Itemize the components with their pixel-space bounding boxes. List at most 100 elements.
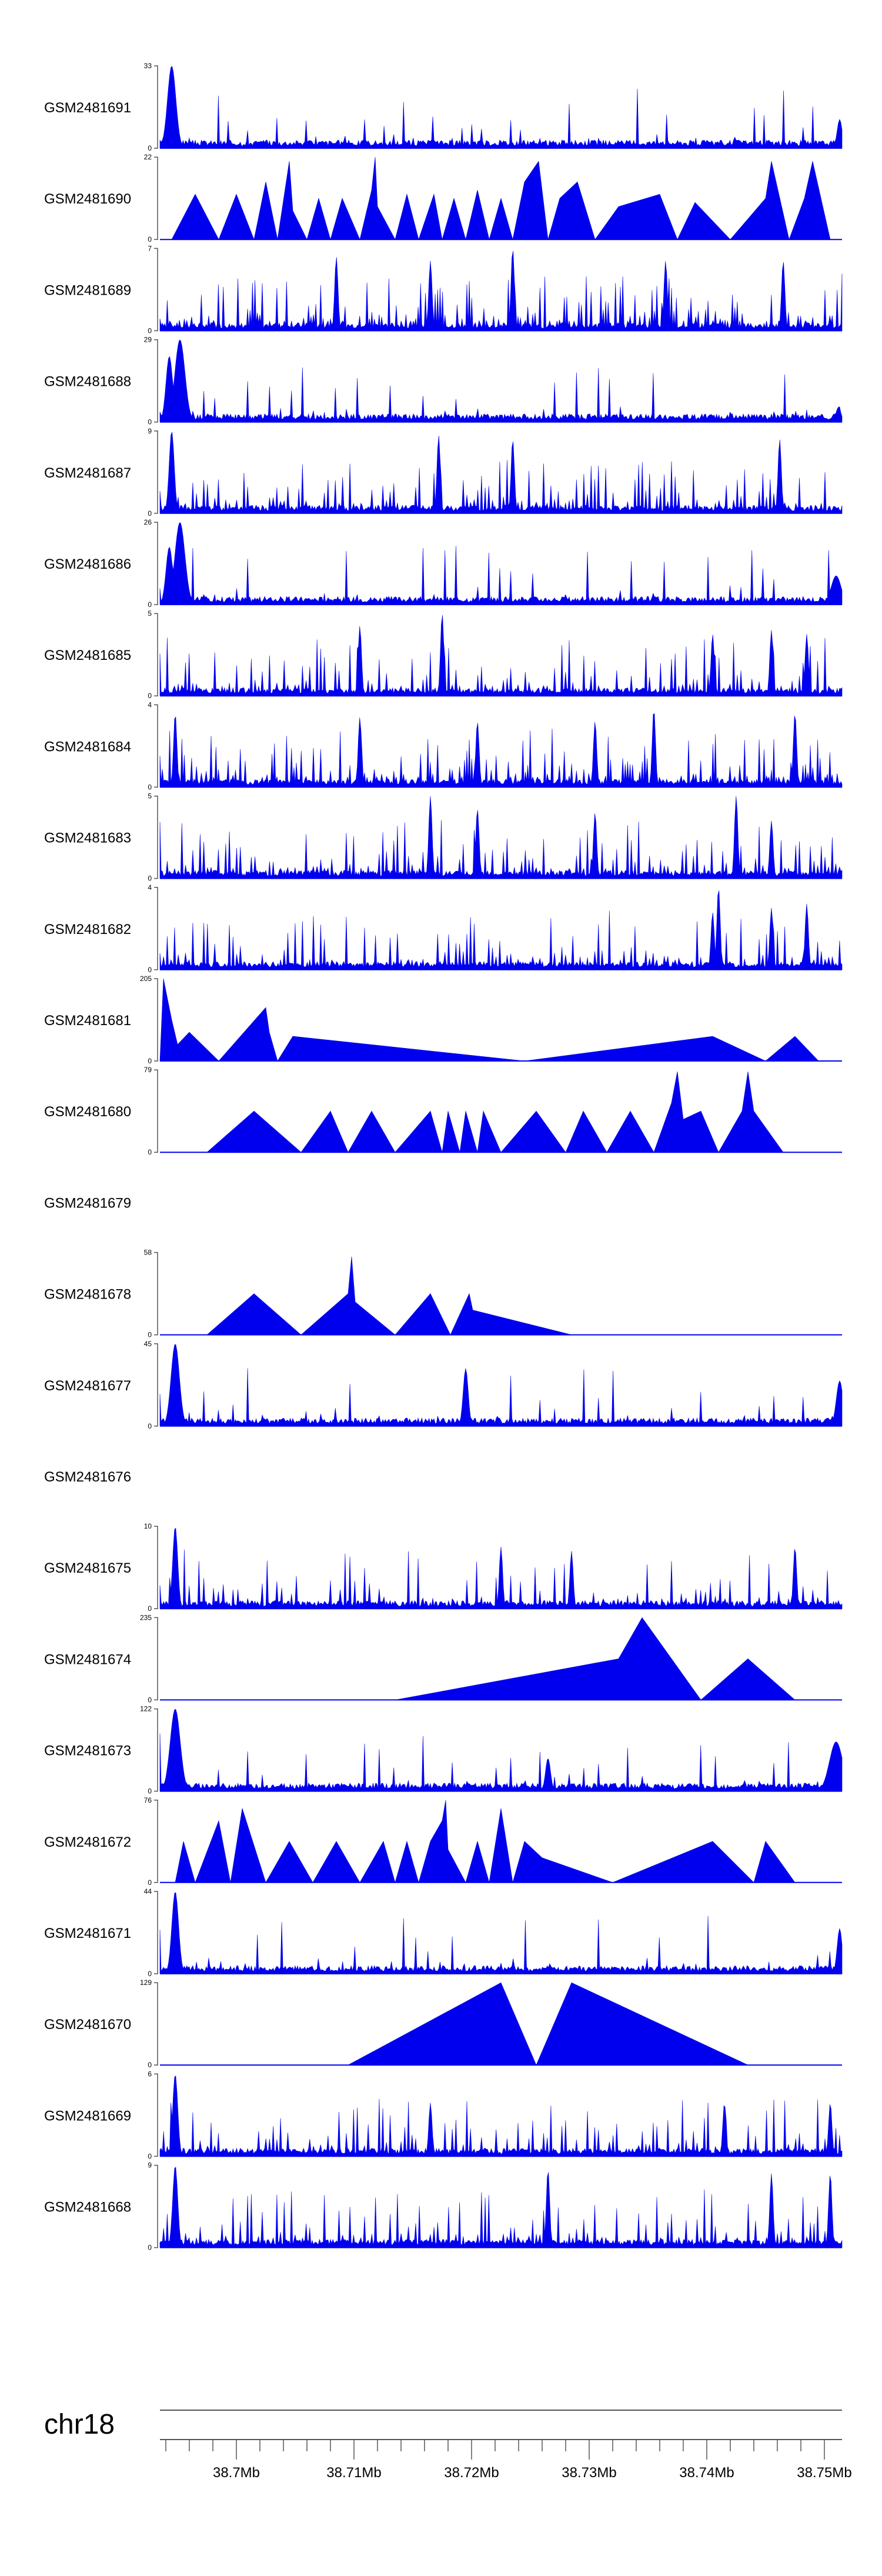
coverage-area bbox=[175, 1800, 796, 1883]
y-max-label: 205 bbox=[140, 975, 152, 983]
y-axis-bracket bbox=[154, 2073, 158, 2157]
y-min-label: 0 bbox=[148, 235, 152, 243]
tick-label: 38.72Mb bbox=[444, 2465, 499, 2481]
coverage-area bbox=[395, 1617, 796, 1700]
y-max-label: 58 bbox=[144, 1249, 152, 1257]
y-min-label: 0 bbox=[148, 1422, 152, 1430]
track-label: GSM2481678 bbox=[44, 1287, 131, 1303]
coverage-area bbox=[159, 432, 843, 514]
y-min-label: 0 bbox=[148, 418, 152, 426]
track-label: GSM2481684 bbox=[44, 739, 131, 755]
y-max-label: 129 bbox=[140, 1978, 152, 1987]
y-axis-bracket bbox=[154, 1708, 158, 1792]
y-axis-bracket bbox=[154, 1617, 158, 1701]
genome-axis: chr18 38.7Mb 38.71Mb 38.72Mb 38.73Mb 38.74Mb… bbox=[44, 2409, 852, 2481]
track-GSM2481689: GSM2481689 7 0 bbox=[44, 244, 843, 335]
y-axis-bracket bbox=[154, 1982, 158, 2066]
tick-label: 38.73Mb bbox=[562, 2465, 616, 2481]
coverage-area bbox=[159, 1892, 843, 1974]
track-GSM2481672: GSM2481672 76 0 bbox=[44, 1796, 842, 1887]
y-min-label: 0 bbox=[148, 326, 152, 335]
coverage-area bbox=[171, 157, 831, 241]
y-min-label: 0 bbox=[148, 2244, 152, 2252]
coverage-area bbox=[159, 615, 843, 696]
y-max-label: 10 bbox=[144, 1522, 152, 1530]
track-label: GSM2481688 bbox=[44, 374, 131, 390]
track-GSM2481690: GSM2481690 22 0 bbox=[44, 153, 842, 243]
y-axis-bracket bbox=[154, 248, 158, 332]
track-label: GSM2481683 bbox=[44, 830, 131, 846]
y-max-label: 4 bbox=[148, 883, 152, 892]
y-min-label: 0 bbox=[148, 783, 152, 791]
y-axis-bracket bbox=[154, 1526, 158, 1609]
y-min-label: 0 bbox=[148, 509, 152, 518]
track-GSM2481678: GSM2481678 58 0 bbox=[44, 1249, 842, 1339]
coverage-area bbox=[159, 2076, 843, 2157]
y-max-label: 79 bbox=[144, 1066, 152, 1074]
y-max-label: 9 bbox=[148, 2161, 152, 2170]
track-GSM2481682: GSM2481682 4 0 bbox=[44, 883, 843, 974]
track-GSM2481669: GSM2481669 6 0 bbox=[44, 2070, 843, 2160]
y-max-label: 4 bbox=[148, 700, 152, 709]
track-label: GSM2481669 bbox=[44, 2108, 131, 2124]
y-min-label: 0 bbox=[148, 1148, 152, 1156]
track-GSM2481680: GSM2481680 79 0 bbox=[44, 1066, 842, 1156]
coverage-area bbox=[159, 1344, 843, 1427]
y-axis-bracket bbox=[154, 1891, 158, 1974]
track-GSM2481679: GSM2481679 bbox=[44, 1195, 131, 1211]
y-max-label: 9 bbox=[148, 427, 152, 435]
track-label: GSM2481671 bbox=[44, 1926, 131, 1941]
track-label: GSM2481682 bbox=[44, 922, 131, 937]
tick-label: 38.7Mb bbox=[213, 2465, 260, 2481]
y-min-label: 0 bbox=[148, 2152, 152, 2160]
coverage-area bbox=[159, 2167, 843, 2248]
track-GSM2481673: GSM2481673 122 0 bbox=[44, 1705, 843, 1796]
track-GSM2481674: GSM2481674 235 0 bbox=[44, 1613, 842, 1704]
track-label: GSM2481673 bbox=[44, 1743, 131, 1759]
y-max-label: 6 bbox=[148, 2070, 152, 2078]
track-label: GSM2481676 bbox=[44, 1469, 131, 1485]
y-max-label: 235 bbox=[140, 1613, 152, 1621]
track-label: GSM2481677 bbox=[44, 1378, 131, 1394]
coverage-area bbox=[159, 978, 819, 1062]
y-min-label: 0 bbox=[148, 1604, 152, 1613]
track-label: GSM2481681 bbox=[44, 1013, 131, 1029]
track-GSM2481688: GSM2481688 29 0 bbox=[44, 336, 843, 426]
track-GSM2481671: GSM2481671 44 0 bbox=[44, 1887, 843, 1978]
track-GSM2481681: GSM2481681 205 0 bbox=[44, 975, 842, 1065]
y-min-label: 0 bbox=[148, 966, 152, 974]
coverage-area bbox=[159, 66, 843, 149]
track-GSM2481687: GSM2481687 9 0 bbox=[44, 427, 843, 518]
track-label: GSM2481670 bbox=[44, 2017, 131, 2033]
track-label: GSM2481672 bbox=[44, 1834, 131, 1850]
track-GSM2481677: GSM2481677 45 0 bbox=[44, 1340, 843, 1430]
coverage-area bbox=[159, 522, 843, 605]
y-axis-bracket bbox=[154, 795, 158, 879]
y-max-label: 5 bbox=[148, 792, 152, 800]
coverage-area bbox=[159, 1709, 843, 1791]
y-min-label: 0 bbox=[148, 144, 152, 152]
track-label: GSM2481689 bbox=[44, 282, 131, 298]
y-min-label: 0 bbox=[148, 1878, 152, 1887]
coverage-area bbox=[159, 1527, 843, 1609]
y-axis-bracket bbox=[154, 1343, 158, 1427]
track-label: GSM2481691 bbox=[44, 100, 131, 116]
coverage-area bbox=[159, 713, 843, 788]
tick-label: 38.75Mb bbox=[797, 2465, 851, 2481]
y-max-label: 5 bbox=[148, 609, 152, 618]
y-min-label: 0 bbox=[148, 1696, 152, 1704]
y-axis-bracket bbox=[154, 156, 158, 240]
y-axis-bracket bbox=[154, 887, 158, 970]
y-min-label: 0 bbox=[148, 600, 152, 609]
coverage-area bbox=[206, 1071, 784, 1153]
track-GSM2481684: GSM2481684 4 0 bbox=[44, 700, 843, 791]
y-axis-bracket bbox=[154, 978, 158, 1062]
coverage-area bbox=[159, 796, 843, 879]
y-min-label: 0 bbox=[148, 1787, 152, 1796]
y-max-label: 45 bbox=[144, 1340, 152, 1348]
y-max-label: 29 bbox=[144, 336, 152, 344]
y-axis-bracket bbox=[154, 613, 158, 696]
y-max-label: 22 bbox=[144, 153, 152, 161]
track-GSM2481675: GSM2481675 10 0 bbox=[44, 1522, 843, 1613]
